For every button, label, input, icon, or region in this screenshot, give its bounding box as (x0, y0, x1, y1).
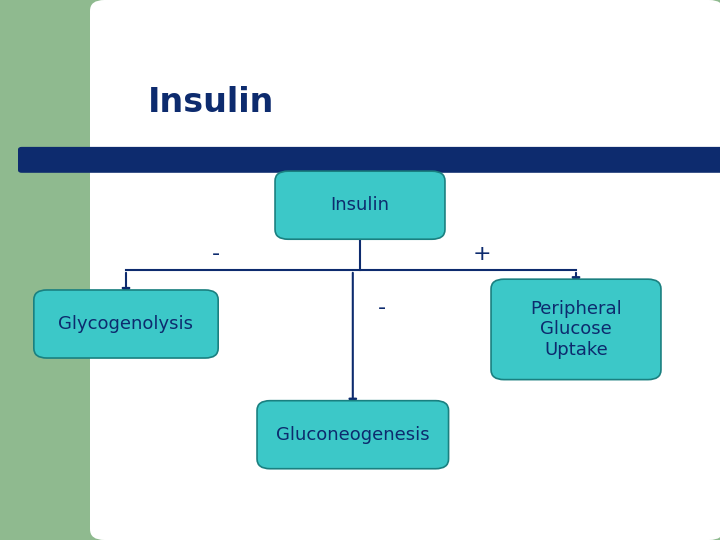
FancyBboxPatch shape (491, 279, 661, 380)
Text: Glycogenolysis: Glycogenolysis (58, 315, 194, 333)
Text: Insulin: Insulin (148, 86, 274, 119)
Text: +: + (473, 244, 492, 264)
Text: -: - (377, 298, 386, 318)
FancyBboxPatch shape (34, 290, 218, 358)
FancyBboxPatch shape (275, 171, 445, 239)
Text: Peripheral
Glucose
Uptake: Peripheral Glucose Uptake (530, 300, 622, 359)
FancyBboxPatch shape (18, 147, 720, 173)
Text: Insulin: Insulin (330, 196, 390, 214)
FancyBboxPatch shape (257, 401, 449, 469)
Text: -: - (212, 244, 220, 264)
Text: Gluconeogenesis: Gluconeogenesis (276, 426, 430, 444)
FancyBboxPatch shape (90, 0, 720, 540)
